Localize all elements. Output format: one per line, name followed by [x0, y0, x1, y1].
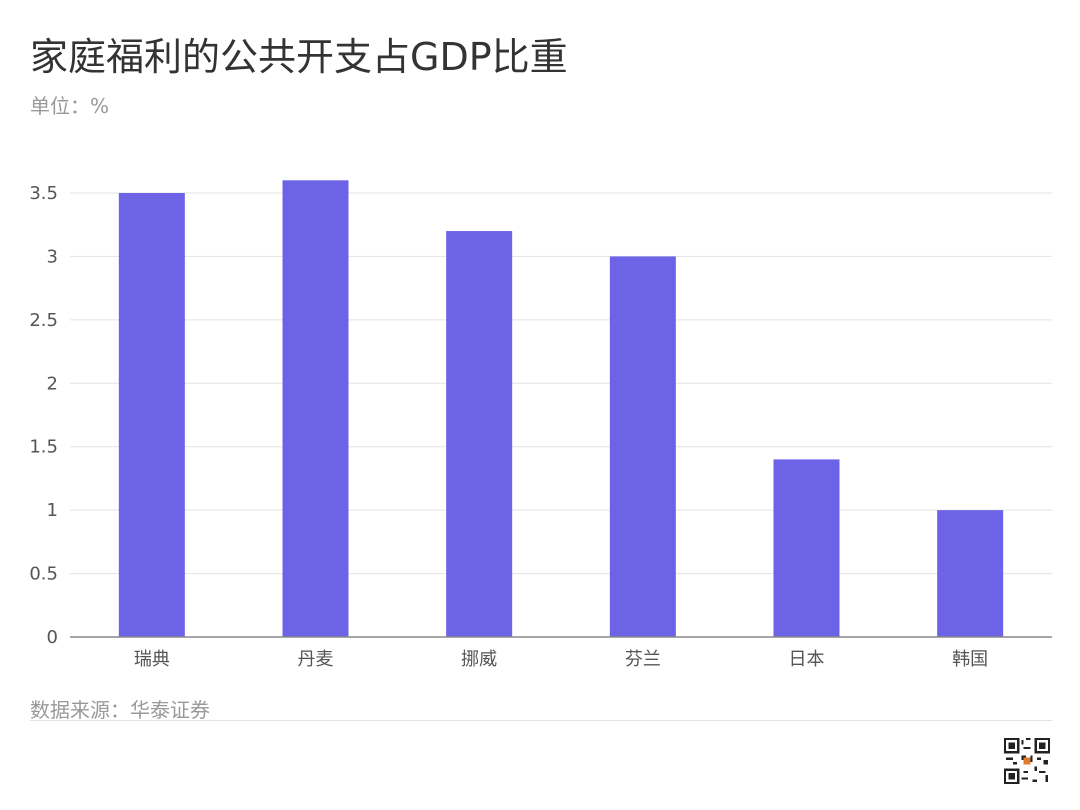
bar-2 [446, 231, 513, 638]
y-tick-label: 0.5 [29, 564, 58, 585]
bar-4 [773, 459, 840, 637]
y-tick-label: 1 [47, 500, 58, 521]
y-tick-label: 2 [47, 373, 58, 394]
x-tick-label: 韩国 [952, 649, 988, 670]
x-tick-label: 丹麦 [298, 649, 334, 670]
x-tick-label: 芬兰 [625, 649, 661, 670]
bar-3 [609, 256, 676, 637]
data-source: 数据来源：华泰证券 [30, 698, 210, 722]
source-divider [30, 720, 1052, 721]
y-tick-label: 0 [47, 627, 58, 648]
y-tick-label: 3.5 [29, 183, 58, 204]
y-tick-label: 2.5 [29, 310, 58, 331]
x-tick-label: 日本 [789, 649, 825, 670]
unit-label: 单位：% [30, 94, 110, 118]
bar-5 [937, 510, 1004, 637]
bar-chart: 0 0.5 1 1.5 2 2.5 3 3.5 瑞典 丹麦 挪威 芬兰 日本 韩国 [29, 180, 1052, 670]
x-tick-label: 瑞典 [134, 649, 170, 670]
qr-code-icon [1004, 738, 1050, 784]
bar-0 [118, 193, 185, 637]
x-tick-label: 挪威 [461, 649, 497, 670]
bar-1 [282, 180, 349, 638]
chart-title: 家庭福利的公共开支占GDP比重 [30, 35, 568, 79]
y-tick-label: 1.5 [29, 437, 58, 458]
y-tick-label: 3 [47, 246, 58, 267]
